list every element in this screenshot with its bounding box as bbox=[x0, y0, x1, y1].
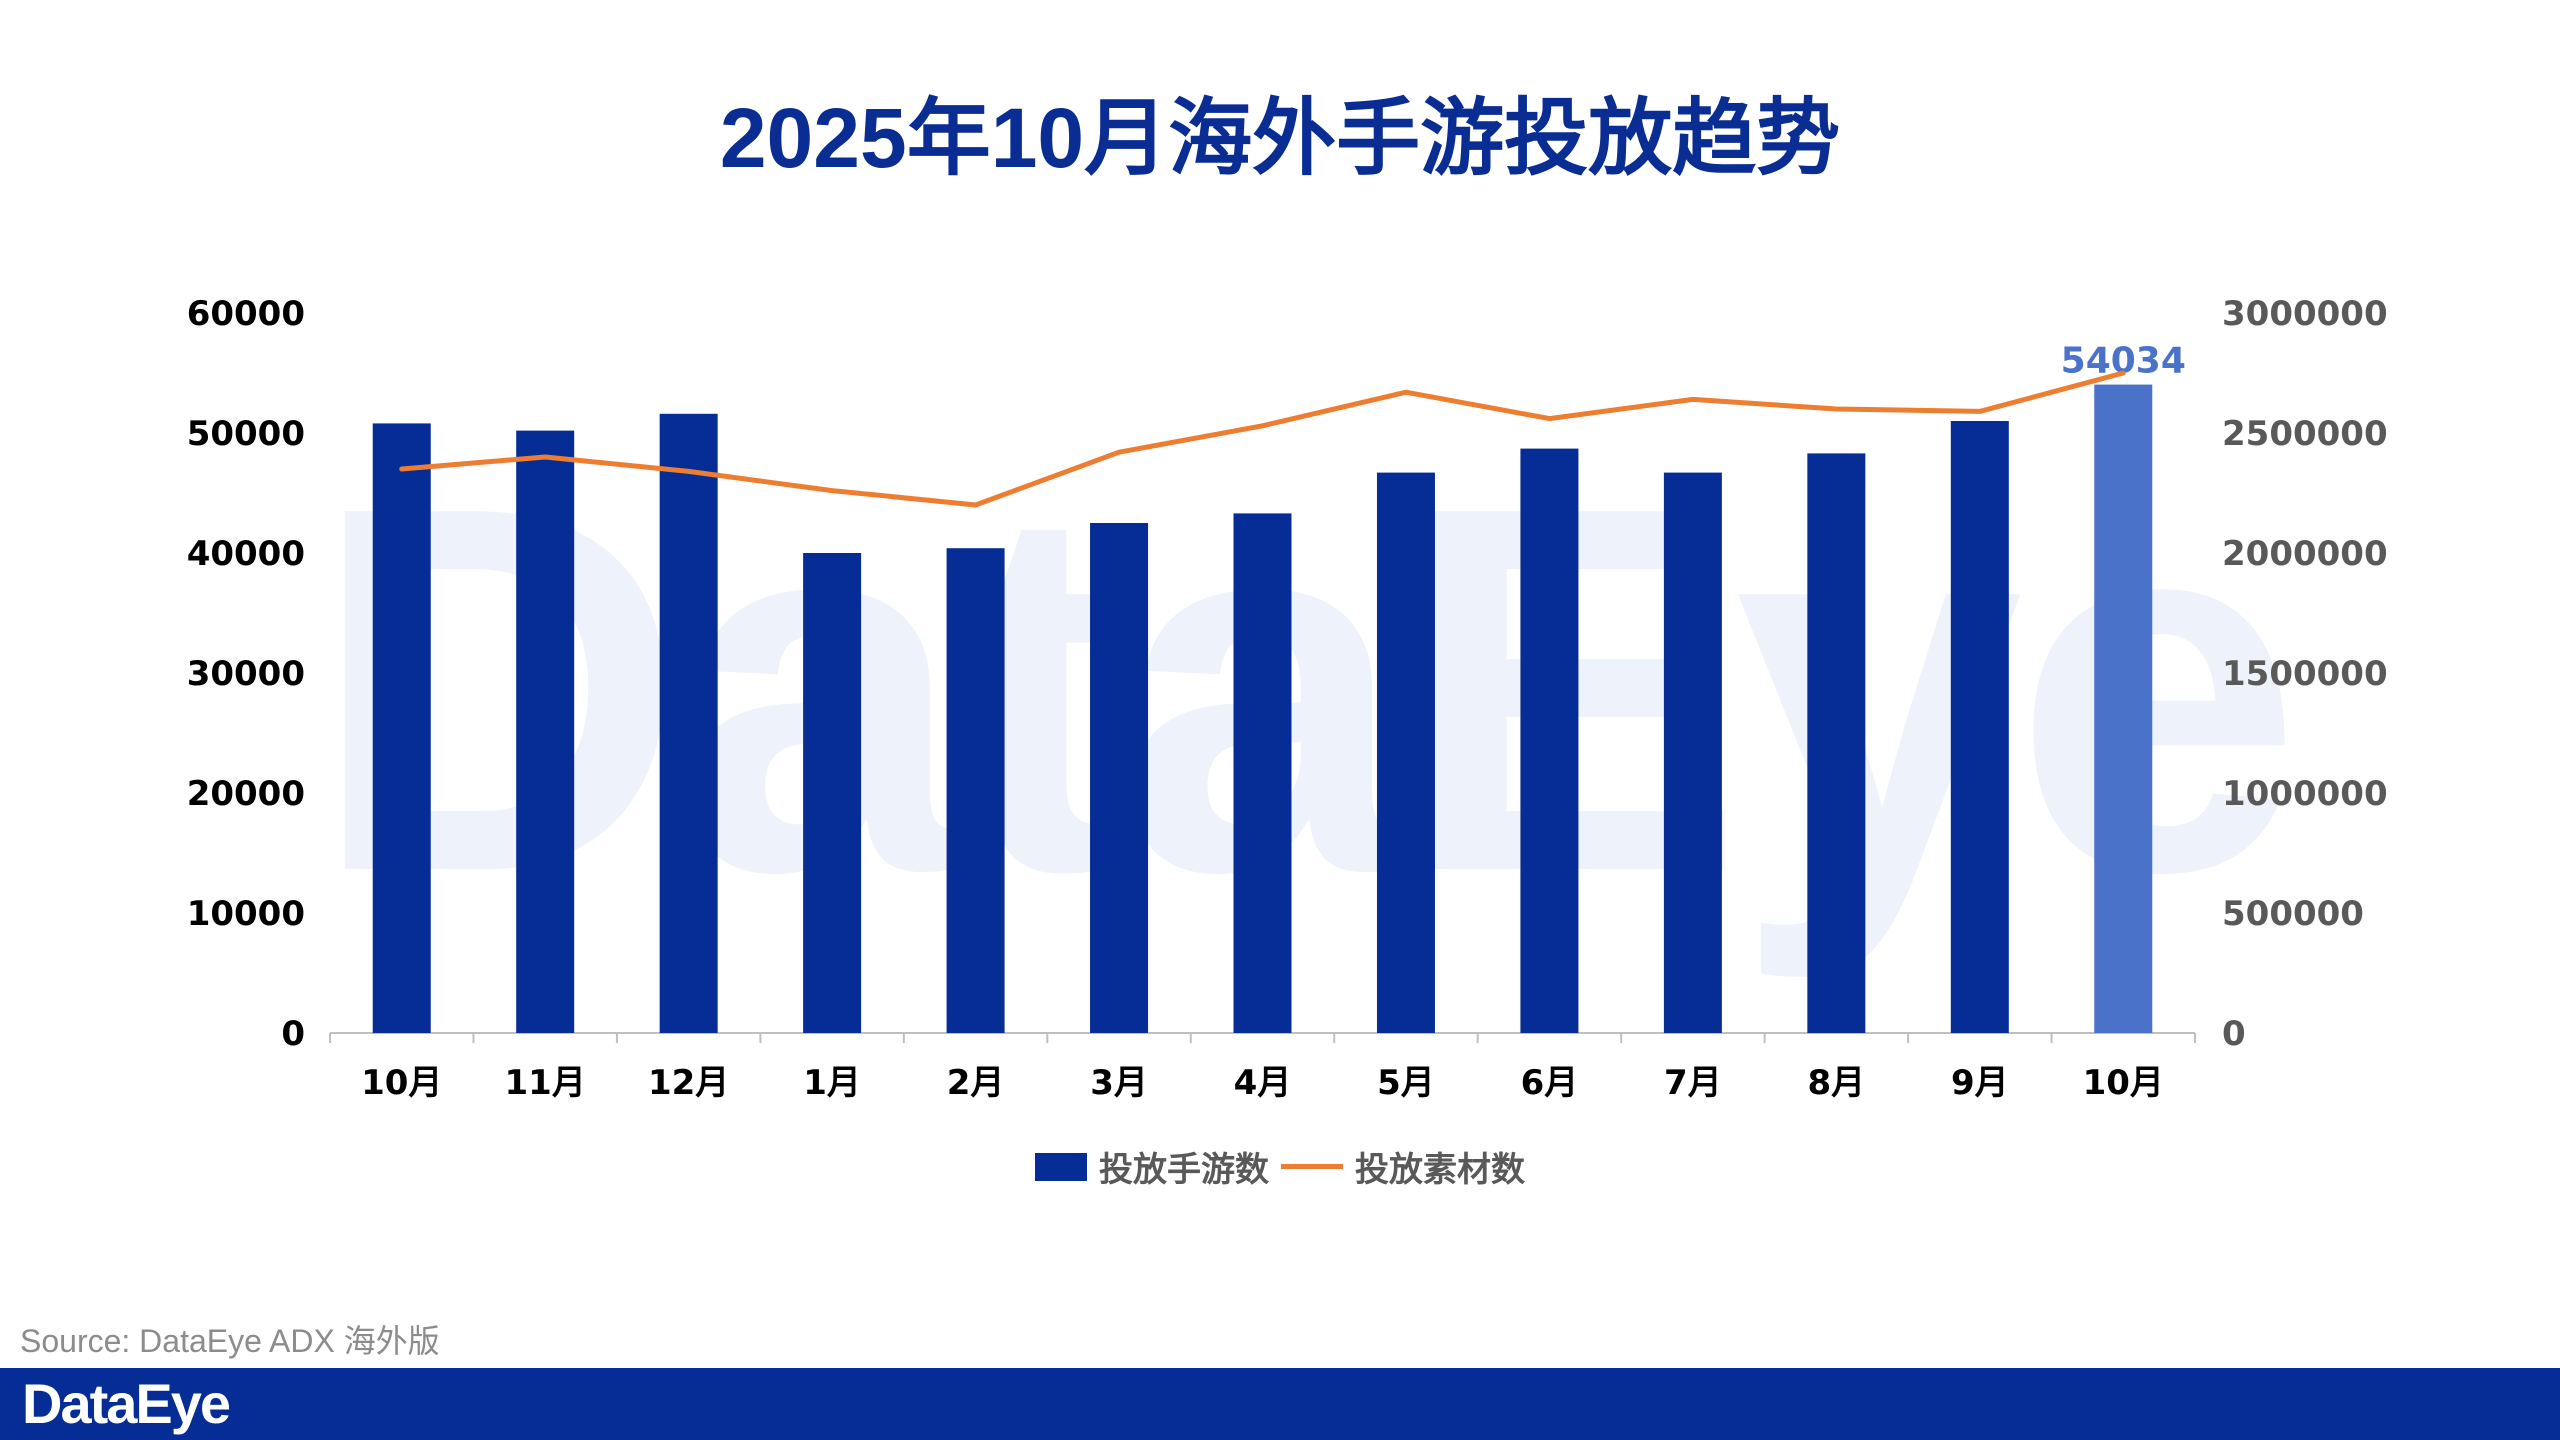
legend-line-swatch bbox=[1281, 1164, 1343, 1169]
bar bbox=[372, 423, 431, 1033]
y-right-tick-label: 0 bbox=[2222, 1014, 2246, 1054]
x-tick-label: 4月 bbox=[1234, 1063, 1292, 1103]
y-right-tick-label: 1000000 bbox=[2222, 774, 2388, 814]
x-tick-label: 10月 bbox=[2083, 1063, 2164, 1103]
bar bbox=[1520, 448, 1579, 1034]
y-right-tick-label: 3000000 bbox=[2222, 294, 2388, 334]
legend-bar-swatch bbox=[1035, 1152, 1087, 1181]
footer-logo: DataEye bbox=[22, 1372, 231, 1435]
x-tick-label: 11月 bbox=[505, 1063, 586, 1103]
x-tick-label: 9月 bbox=[1951, 1063, 2009, 1103]
legend-item-bars: 投放手游数 bbox=[1035, 1142, 1269, 1191]
y-right-tick-label: 1500000 bbox=[2222, 654, 2388, 694]
bar bbox=[1233, 513, 1292, 1033]
y-left-tick-label: 50000 bbox=[187, 414, 305, 454]
y-right-tick-label: 2500000 bbox=[2222, 414, 2388, 454]
y-left-tick-label: 30000 bbox=[187, 654, 305, 694]
x-tick-label: 2月 bbox=[947, 1063, 1005, 1103]
bar bbox=[659, 413, 718, 1033]
bar bbox=[1663, 472, 1722, 1034]
bar bbox=[803, 553, 862, 1033]
y-left-tick-label: 10000 bbox=[187, 894, 305, 934]
bar bbox=[516, 430, 575, 1034]
legend: 投放手游数 投放素材数 bbox=[0, 1142, 2560, 1191]
x-tick-label: 1月 bbox=[803, 1063, 861, 1103]
bar bbox=[1090, 523, 1149, 1033]
footer-bar: DataEye bbox=[0, 1368, 2560, 1440]
bar bbox=[1376, 472, 1435, 1034]
x-tick-label: 5月 bbox=[1377, 1063, 1435, 1103]
x-tick-label: 8月 bbox=[1808, 1063, 1866, 1103]
legend-line-label: 投放素材数 bbox=[1355, 1150, 1525, 1190]
y-left-tick-label: 20000 bbox=[187, 774, 305, 814]
chart-title: 2025年10月海外手游投放趋势 bbox=[719, 91, 1841, 185]
x-tick-label: 10月 bbox=[361, 1063, 442, 1103]
x-tick-label: 3月 bbox=[1090, 1063, 1148, 1103]
bar bbox=[946, 548, 1005, 1033]
y-left-tick-label: 0 bbox=[281, 1014, 305, 1054]
chart: 0 10000 20000 30000 40000 50000 60000 0 500000 10… bbox=[187, 294, 2388, 1103]
bar bbox=[1950, 421, 2009, 1033]
y-left-tick-label: 60000 bbox=[187, 294, 305, 334]
bar-highlight bbox=[2094, 384, 2153, 1033]
y-right-tick-label: 500000 bbox=[2222, 894, 2364, 934]
x-tick-label: 12月 bbox=[648, 1063, 729, 1103]
x-tick-label: 6月 bbox=[1521, 1063, 1579, 1103]
y-left-tick-label: 40000 bbox=[187, 534, 305, 574]
x-tick-label: 7月 bbox=[1664, 1063, 1722, 1103]
source-note: Source: DataEye ADX 海外版 bbox=[20, 1323, 440, 1359]
legend-item-line: 投放素材数 bbox=[1281, 1142, 1525, 1191]
bar bbox=[1807, 453, 1866, 1033]
legend-bars-label: 投放手游数 bbox=[1099, 1150, 1269, 1190]
y-right-tick-label: 2000000 bbox=[2222, 534, 2388, 574]
